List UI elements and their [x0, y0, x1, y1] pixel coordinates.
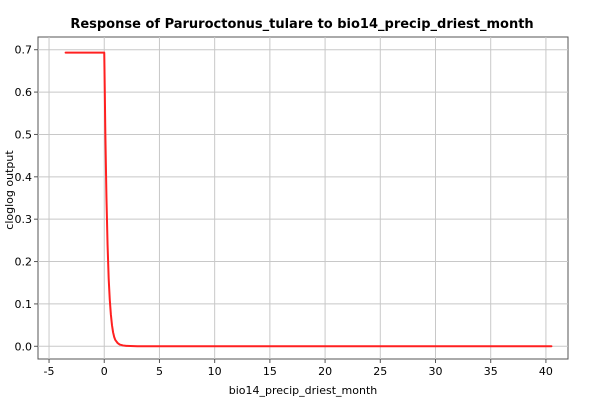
- x-tick-label: 20: [318, 365, 332, 378]
- chart-title: Response of Paruroctonus_tulare to bio14…: [70, 17, 533, 32]
- plot-area: [37, 36, 569, 360]
- y-tick-label: 0.3: [15, 213, 33, 226]
- y-tick-label: 0.2: [15, 256, 33, 269]
- y-tick-label: 0.4: [15, 171, 33, 184]
- x-tick-label: 10: [208, 365, 222, 378]
- series-layer: [64, 51, 553, 348]
- x-tick-label: -5: [44, 365, 55, 378]
- y-axis-label: cloglog output: [3, 150, 16, 230]
- x-tick-label: 0: [101, 365, 108, 378]
- y-tick-label: 0.1: [15, 298, 33, 311]
- x-tick-label: 5: [156, 365, 163, 378]
- y-tick-label: 0.5: [15, 128, 33, 141]
- y-tick-label: 0.0: [15, 340, 33, 353]
- axis-ticks: -5 0 5 10 15 20 25 30 35 40 0.0 0.1 0.2 0.3 0.4 0.5 0.6 0…: [15, 44, 553, 378]
- x-tick-label: 40: [539, 365, 553, 378]
- x-tick-label: 30: [429, 365, 443, 378]
- y-tick-label: 0.6: [15, 86, 33, 99]
- x-tick-label: 25: [373, 365, 387, 378]
- y-tick-label: 0.7: [15, 44, 33, 57]
- x-tick-label: 35: [484, 365, 498, 378]
- x-tick-label: 15: [263, 365, 277, 378]
- response-curve: [64, 51, 553, 348]
- x-axis-label: bio14_precip_driest_month: [229, 384, 377, 397]
